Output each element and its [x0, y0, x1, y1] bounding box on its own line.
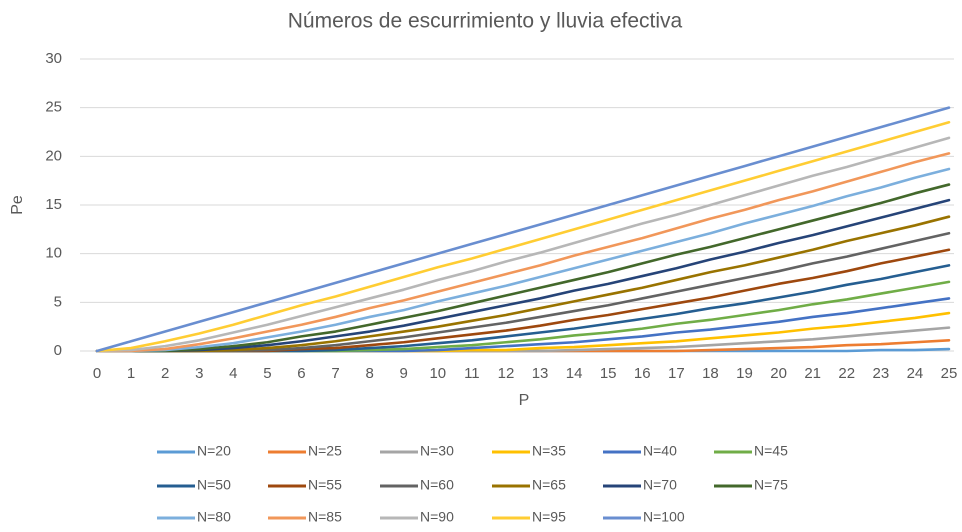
- x-tick-label: 16: [634, 365, 651, 382]
- x-tick-label: 11: [464, 365, 480, 382]
- legend-label: N=50: [197, 477, 231, 493]
- series-line: [95, 215, 951, 353]
- series-line: [95, 167, 951, 353]
- y-axis-title: Pe: [9, 195, 26, 215]
- series-line: [95, 106, 951, 353]
- x-tick-label: 15: [600, 365, 617, 382]
- legend-label: N=75: [754, 477, 788, 493]
- y-tick-label: 5: [54, 293, 62, 310]
- x-tick-label: 1: [127, 365, 135, 382]
- legend-label: N=90: [420, 509, 454, 525]
- x-tick-label: 5: [263, 365, 271, 382]
- series-line: [95, 183, 951, 353]
- legend-label: N=35: [532, 443, 566, 459]
- legend-label: N=25: [308, 443, 342, 459]
- x-tick-label: 21: [804, 365, 821, 382]
- x-tick-label: 25: [941, 365, 958, 382]
- y-tick-label: 0: [54, 342, 62, 359]
- x-tick-label: 6: [297, 365, 305, 382]
- legend-label: N=85: [308, 509, 342, 525]
- chart-title: Números de escurrimiento y lluvia efecti…: [288, 10, 683, 33]
- legend-label: N=60: [420, 477, 454, 493]
- x-tick-label: 4: [229, 365, 237, 382]
- y-tick-label: 30: [45, 50, 62, 67]
- x-tick-label: 13: [532, 365, 549, 382]
- x-tick-label: 12: [498, 365, 515, 382]
- x-tick-label: 2: [161, 365, 169, 382]
- x-tick-label: 7: [331, 365, 339, 382]
- x-tick-label: 0: [93, 365, 101, 382]
- legend-label: N=65: [532, 477, 566, 493]
- legend-label: N=45: [754, 443, 788, 459]
- x-tick-label: 18: [702, 365, 719, 382]
- x-tick-label: 10: [429, 365, 446, 382]
- x-tick-label: 22: [838, 365, 855, 382]
- y-tick-label: 25: [45, 99, 62, 116]
- series-line: [95, 198, 951, 353]
- legend-label: N=20: [197, 443, 231, 459]
- y-tick-label: 10: [45, 245, 62, 262]
- legend-label: N=40: [643, 443, 677, 459]
- series-line: [95, 152, 951, 353]
- legend-label: N=80: [197, 509, 231, 525]
- x-tick-label: 3: [195, 365, 203, 382]
- x-tick-label: 9: [400, 365, 408, 382]
- legend-label: N=55: [308, 477, 342, 493]
- legend-label: N=100: [643, 509, 685, 525]
- series-line: [95, 136, 951, 353]
- y-tick-label: 15: [45, 196, 62, 213]
- series-line: [95, 120, 951, 353]
- legend-label: N=95: [532, 509, 566, 525]
- x-tick-label: 8: [365, 365, 373, 382]
- x-tick-label: 20: [770, 365, 787, 382]
- x-tick-label: 24: [907, 365, 924, 382]
- x-tick-label: 19: [736, 365, 753, 382]
- x-tick-label: 23: [872, 365, 889, 382]
- x-axis-title: P: [519, 392, 530, 409]
- x-tick-label: 17: [668, 365, 685, 382]
- y-tick-label: 20: [45, 147, 62, 164]
- legend-label: N=30: [420, 443, 454, 459]
- legend-label: N=70: [643, 477, 677, 493]
- x-tick-label: 14: [566, 365, 583, 382]
